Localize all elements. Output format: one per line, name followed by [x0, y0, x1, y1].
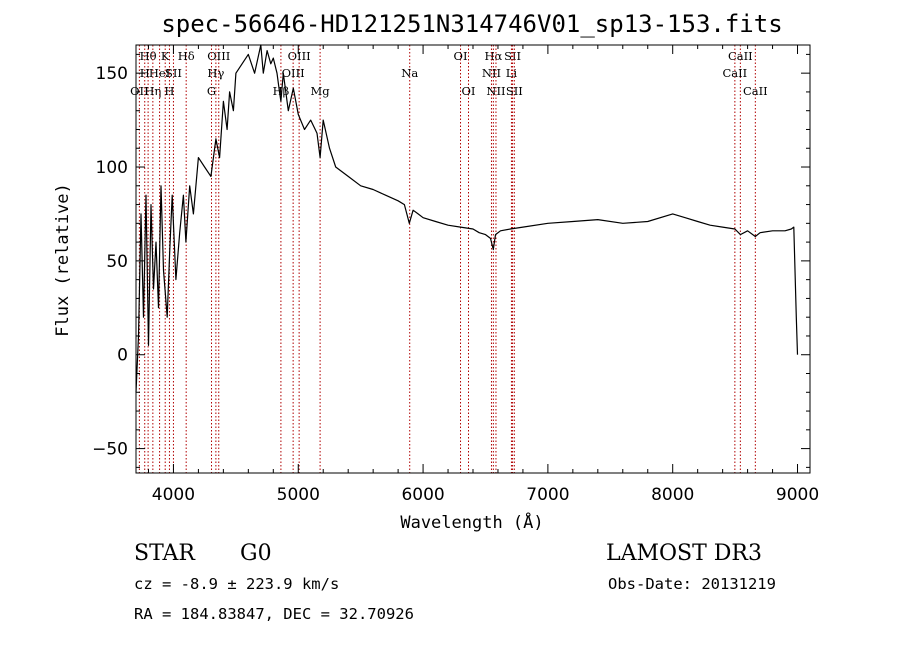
x-tick-label-5: 9000 [776, 485, 819, 505]
spectral-line-label-13: OIII [288, 49, 311, 63]
object-subclass: G0 [240, 541, 272, 566]
spectral-line-label-17: OI [454, 49, 468, 63]
plot-frame [135, 44, 811, 474]
spectral-line-label-25: CaII [728, 49, 753, 63]
spectral-line-label-7: H [164, 84, 174, 98]
y-tick-label-4: 150 [96, 64, 128, 84]
survey-label: LAMOST DR3 [606, 541, 762, 566]
spectral-line-label-8: Hδ [178, 49, 195, 63]
spectral-line-label-21: NII [486, 84, 505, 98]
spectral-line-label-5: K [161, 49, 170, 63]
y-axis-ticks: −50 0 50 100 150 [92, 53, 810, 468]
x-tick-label-4: 8000 [651, 485, 694, 505]
sky-coordinates: RA = 184.83847, DEC = 32.70926 [134, 605, 414, 623]
spectrum-line [135, 44, 799, 393]
observation-date: Obs-Date: 20131219 [608, 575, 776, 593]
spectral-line-label-6: SII [165, 66, 182, 80]
spectral-line-label-11: G [207, 84, 216, 98]
chart-title: spec-56646-HD121251N314746V01_sp13-153.f… [161, 10, 782, 38]
spectral-line-label-20: NII [482, 66, 501, 80]
y-axis-label: Flux (relative) [53, 183, 73, 337]
spectral-line-label-10: Hγ [207, 66, 224, 80]
spectral-line-label-9: OIII [207, 49, 230, 63]
spectral-line-label-14: OIII [282, 66, 305, 80]
y-tick-label-2: 50 [106, 252, 128, 272]
x-tick-label-2: 6000 [401, 485, 444, 505]
spectrum-series [135, 44, 799, 393]
x-tick-label-1: 5000 [277, 485, 320, 505]
spectral-line-label-26: CaII [722, 66, 747, 80]
spectral-line-label-0: Hθ [140, 49, 157, 63]
spectral-line-label-15: Mg [311, 84, 331, 98]
spectral-line-label-16: Na [401, 66, 418, 80]
spectral-line-label-23: Li [506, 66, 518, 80]
x-axis-label: Wavelength (Å) [400, 511, 543, 533]
spectral-line-label-24: SII [506, 84, 523, 98]
y-tick-label-3: 100 [96, 158, 128, 178]
y-tick-label-0: −50 [92, 440, 128, 460]
spectral-line-label-3: Hη [144, 84, 161, 98]
spectral-line-label-27: CaII [743, 84, 768, 98]
spectral-line-label-1: OII [130, 84, 149, 98]
object-class: STAR [134, 541, 196, 566]
y-tick-label-1: 0 [117, 346, 128, 366]
x-axis-ticks: 4000 5000 6000 7000 8000 9000 [147, 45, 819, 505]
spectral-line-label-22: SII [504, 49, 521, 63]
spectral-line-label-18: OI [462, 84, 476, 98]
redshift-velocity: cz = -8.9 ± 223.9 km/s [134, 575, 339, 593]
x-tick-label-3: 7000 [526, 485, 569, 505]
x-tick-label-0: 4000 [152, 485, 195, 505]
spectral-line-label-19: Hα [484, 49, 502, 63]
